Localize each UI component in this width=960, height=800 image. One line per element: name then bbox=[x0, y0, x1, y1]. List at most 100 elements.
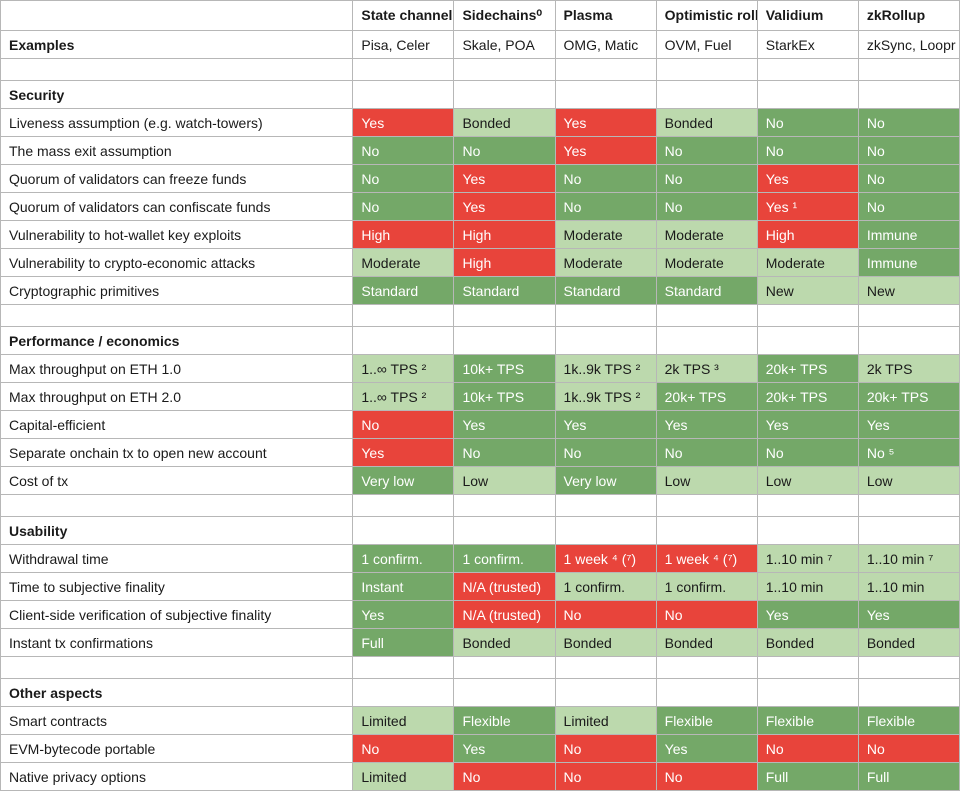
blank-cell bbox=[858, 679, 959, 707]
data-cell: 1 week ⁴ (⁷) bbox=[656, 545, 757, 573]
table-header: State channels Sidechains⁰ Plasma Optimi… bbox=[1, 1, 960, 31]
blank-cell bbox=[858, 327, 959, 355]
data-cell: Low bbox=[454, 467, 555, 495]
blank-cell bbox=[454, 305, 555, 327]
row-label: EVM-bytecode portable bbox=[1, 735, 353, 763]
data-cell: Yes bbox=[858, 601, 959, 629]
data-cell: No ⁵ bbox=[858, 439, 959, 467]
data-cell: Yes bbox=[757, 601, 858, 629]
data-cell: No bbox=[757, 109, 858, 137]
blank-cell bbox=[757, 679, 858, 707]
data-cell: Bonded bbox=[454, 109, 555, 137]
data-cell: No bbox=[656, 601, 757, 629]
data-cell: Yes bbox=[555, 411, 656, 439]
blank-cell bbox=[757, 495, 858, 517]
blank-cell bbox=[353, 81, 454, 109]
data-cell: Yes bbox=[858, 411, 959, 439]
data-cell: Yes bbox=[353, 439, 454, 467]
data-cell: Limited bbox=[353, 707, 454, 735]
row-label: Capital-efficient bbox=[1, 411, 353, 439]
blank-cell bbox=[555, 327, 656, 355]
col-header: State channels bbox=[353, 1, 454, 31]
data-cell: Flexible bbox=[757, 707, 858, 735]
blank-cell bbox=[353, 495, 454, 517]
header-blank bbox=[1, 1, 353, 31]
data-cell: No bbox=[555, 601, 656, 629]
blank-cell bbox=[555, 679, 656, 707]
data-cell: Standard bbox=[454, 277, 555, 305]
data-cell: Full bbox=[858, 763, 959, 791]
data-cell: No bbox=[454, 439, 555, 467]
data-cell: No bbox=[353, 411, 454, 439]
blank-cell bbox=[1, 59, 353, 81]
data-cell: Bonded bbox=[555, 629, 656, 657]
data-cell: OMG, Matic bbox=[555, 31, 656, 59]
data-cell: No bbox=[858, 109, 959, 137]
row-label: Cost of tx bbox=[1, 467, 353, 495]
data-cell: Pisa, Celer bbox=[353, 31, 454, 59]
table-row: Liveness assumption (e.g. watch-towers)Y… bbox=[1, 109, 960, 137]
data-cell: 1k..9k TPS ² bbox=[555, 383, 656, 411]
blank-cell bbox=[656, 305, 757, 327]
data-cell: 2k TPS ³ bbox=[656, 355, 757, 383]
blank-cell bbox=[454, 517, 555, 545]
table-row: Capital-efficientNoYesYesYesYesYes bbox=[1, 411, 960, 439]
table-row: Vulnerability to hot-wallet key exploits… bbox=[1, 221, 960, 249]
data-cell: High bbox=[757, 221, 858, 249]
data-cell: Flexible bbox=[454, 707, 555, 735]
blank-cell bbox=[555, 517, 656, 545]
data-cell: 1 confirm. bbox=[454, 545, 555, 573]
data-cell: Yes bbox=[353, 109, 454, 137]
data-cell: No bbox=[757, 439, 858, 467]
blank-cell bbox=[353, 679, 454, 707]
blank-row bbox=[1, 59, 960, 81]
row-label: Client-side verification of subjective f… bbox=[1, 601, 353, 629]
row-label: Separate onchain tx to open new account bbox=[1, 439, 353, 467]
blank-cell bbox=[454, 679, 555, 707]
table-row: Withdrawal time1 confirm.1 confirm.1 wee… bbox=[1, 545, 960, 573]
blank-cell bbox=[656, 59, 757, 81]
data-cell: Immune bbox=[858, 249, 959, 277]
blank-cell bbox=[555, 59, 656, 81]
row-label: Quorum of validators can confiscate fund… bbox=[1, 193, 353, 221]
table-row: Max throughput on ETH 1.01..∞ TPS ²10k+ … bbox=[1, 355, 960, 383]
blank-cell bbox=[656, 327, 757, 355]
data-cell: Moderate bbox=[555, 249, 656, 277]
blank-cell bbox=[353, 657, 454, 679]
blank-cell bbox=[454, 327, 555, 355]
data-cell: 1 confirm. bbox=[656, 573, 757, 601]
data-cell: No bbox=[454, 137, 555, 165]
data-cell: 1..∞ TPS ² bbox=[353, 383, 454, 411]
data-cell: N/A (trusted) bbox=[454, 573, 555, 601]
data-cell: 10k+ TPS bbox=[454, 355, 555, 383]
blank-cell bbox=[353, 327, 454, 355]
data-cell: No bbox=[555, 763, 656, 791]
data-cell: Bonded bbox=[656, 629, 757, 657]
data-cell: No bbox=[555, 193, 656, 221]
table-row: Client-side verification of subjective f… bbox=[1, 601, 960, 629]
data-cell: Yes bbox=[454, 411, 555, 439]
blank-cell bbox=[757, 657, 858, 679]
row-label: Security bbox=[1, 81, 353, 109]
data-cell: Moderate bbox=[757, 249, 858, 277]
row-label: Liveness assumption (e.g. watch-towers) bbox=[1, 109, 353, 137]
data-cell: 1..10 min ⁷ bbox=[757, 545, 858, 573]
data-cell: zkSync, Loopr bbox=[858, 31, 959, 59]
data-cell: No bbox=[353, 735, 454, 763]
data-cell: No bbox=[858, 735, 959, 763]
blank-cell bbox=[757, 327, 858, 355]
blank-cell bbox=[858, 305, 959, 327]
blank-cell bbox=[454, 657, 555, 679]
blank-cell bbox=[858, 517, 959, 545]
data-cell: Bonded bbox=[757, 629, 858, 657]
blank-cell bbox=[555, 495, 656, 517]
data-cell: No bbox=[858, 137, 959, 165]
row-label: Native privacy options bbox=[1, 763, 353, 791]
table-row: Time to subjective finalityInstantN/A (t… bbox=[1, 573, 960, 601]
data-cell: Immune bbox=[858, 221, 959, 249]
data-cell: Low bbox=[858, 467, 959, 495]
col-header: Sidechains⁰ bbox=[454, 1, 555, 31]
blank-cell bbox=[656, 657, 757, 679]
blank-cell bbox=[757, 517, 858, 545]
data-cell: 1 week ⁴ (⁷) bbox=[555, 545, 656, 573]
